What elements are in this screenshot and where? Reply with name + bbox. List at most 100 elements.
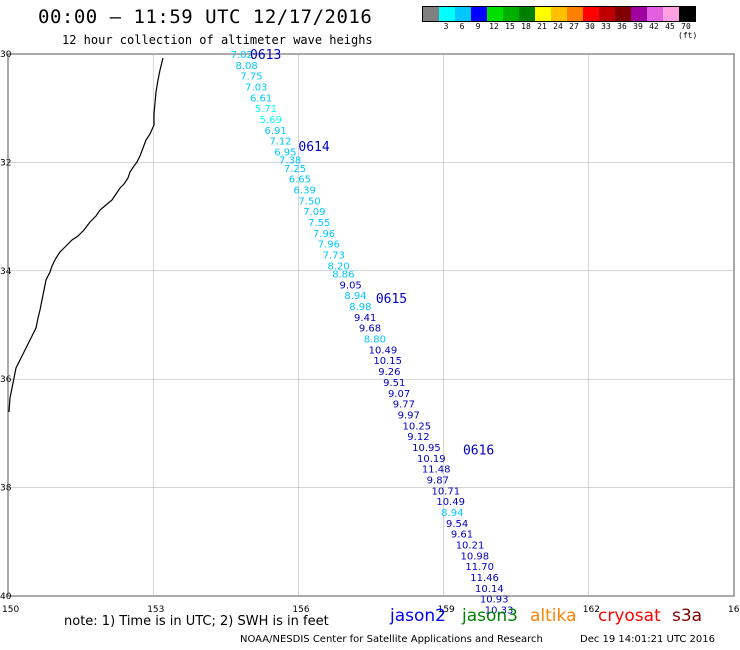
wave-height-value: 10.14 [475,584,504,595]
wave-height-value: 9.87 [427,475,449,486]
wave-height-value: 8.08 [235,61,257,72]
color-swatch-label: 70 (ft) [678,22,698,40]
wave-height-value: 8.86 [332,270,354,281]
wave-height-value: 6.39 [294,186,316,197]
wave-height-value: 10.49 [369,345,398,356]
wave-height-value: 9.05 [340,280,362,291]
wave-height-value: 9.77 [393,400,415,411]
pass-time-label: 0614 [298,140,329,155]
legend-note: note: 1) Time is in UTC; 2) SWH is in fe… [64,614,329,629]
longitude-label: 156 [292,605,309,615]
pass-time-label: 0616 [463,444,494,459]
color-swatch [455,7,471,21]
color-swatch-label: 36 [617,22,627,31]
color-swatch [679,7,695,21]
wave-height-value: 7.55 [308,218,330,229]
wave-height-value: 8.98 [349,302,371,313]
lat-lon-grid: 30 32 34 36 38 40 150 153 156 159 162 165 [0,50,740,615]
color-swatch-label: 33 [601,22,611,31]
longitude-label: 150 [2,605,19,615]
wave-height-value: 7.73 [323,251,345,262]
map-subtitle: 12 hour collection of altimeter wave hei… [62,33,373,47]
wave-height-value: 9.68 [359,324,381,335]
satellite-jason3-label: jason3 [462,606,518,626]
wave-height-value: 11.48 [422,465,451,476]
latitude-label: 30 [0,50,12,60]
wave-height-value: 5.71 [255,104,277,115]
color-swatch [631,7,647,21]
color-swatch [599,7,615,21]
wave-height-value: 10.15 [373,356,402,367]
color-swatch-label: 3 [443,22,449,31]
wave-height-value: 11.46 [470,573,499,584]
wave-height-value: 6.61 [250,93,272,104]
wave-height-value: 10.93 [480,595,509,606]
color-swatch-label: 12 [489,22,499,31]
satellite-s3a-label: s3a [672,606,703,626]
wave-height-value: 9.61 [451,530,473,541]
wave-height-value: 6.91 [265,126,287,137]
wave-height-value: 10.21 [456,541,485,552]
coastline [8,57,164,413]
color-swatch-label: 45 [665,22,675,31]
wave-height-value: 9.12 [407,432,429,443]
altimeter-tracks: 7.028.087.757.036.615.715.696.917.126.95… [231,48,514,617]
wave-height-value: 7.09 [303,207,325,218]
color-scale-bar [422,6,696,22]
wave-height-value: 7.96 [313,229,335,240]
color-swatch-label: 18 [521,22,531,31]
wave-height-value: 5.69 [260,115,282,126]
wave-height-value: 7.75 [240,72,262,83]
wave-height-value: 9.41 [354,313,376,324]
color-swatch [551,7,567,21]
color-swatch-label: 21 [537,22,547,31]
color-swatch [471,7,487,21]
wave-height-value: 10.25 [402,421,431,432]
latitude-label: 34 [0,267,12,277]
wave-height-value: 6.65 [289,175,311,186]
wave-height-value: 10.71 [432,486,461,497]
wave-height-value: 10.33 [485,606,514,617]
color-scale-labels: 3 6 9 12 15 18 21 24 27 30 33 36 39 42 45 70 (ft) [422,22,698,40]
wave-height-value: 7.50 [298,196,320,207]
color-swatch [567,7,583,21]
color-swatch [535,7,551,21]
pass-time-label: 0613 [250,48,281,63]
satellite-jason2-label: jason2 [390,606,446,626]
wave-height-value: 6.95 [274,148,296,159]
latitude-label: 38 [0,484,12,494]
satellite-altika-label: altika [530,606,577,626]
wave-height-value: 7.96 [318,240,340,251]
wave-height-value: 8.94 [344,291,366,302]
wave-height-value: 9.07 [388,389,410,400]
wave-height-value: 9.26 [378,367,400,378]
longitude-label: 162 [583,605,600,615]
color-swatch [487,7,503,21]
color-swatch [439,7,455,21]
color-swatch [519,7,535,21]
footer-credit: NOAA/NESDIS Center for Satellite Applica… [240,634,543,645]
wave-height-value: 9.97 [398,410,420,421]
color-swatch-label: 39 [633,22,643,31]
footer-timestamp: Dec 19 14:01:21 UTC 2016 [580,634,715,645]
color-swatch [663,7,679,21]
longitude-label: 165 [728,605,740,615]
wave-height-value: 7.25 [284,164,306,175]
wave-height-value: 10.95 [412,443,441,454]
wave-height-value: 10.49 [436,497,465,508]
color-swatch-label: 15 [505,22,515,31]
wave-height-value: 10.98 [461,551,490,562]
wave-height-value: 8.94 [441,508,463,519]
longitude-label: 159 [438,605,455,615]
wave-height-value: 9.54 [446,519,468,530]
wave-height-value: 7.38 [279,156,301,167]
color-swatch [647,7,663,21]
wave-height-value: 9.51 [383,378,405,389]
color-swatch [615,7,631,21]
latitude-label: 36 [0,375,12,385]
color-swatch-label: 42 [649,22,659,31]
color-swatch [423,7,439,21]
latitude-label: 32 [0,158,11,168]
wave-height-value: 7.02 [231,50,253,61]
